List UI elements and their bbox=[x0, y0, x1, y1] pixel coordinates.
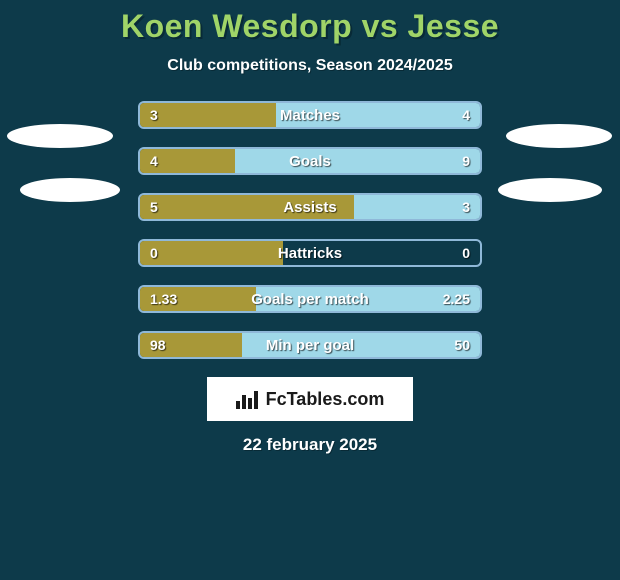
stats-bars: 34Matches49Goals53Assists00Hattricks1.33… bbox=[138, 101, 482, 359]
value-right: 0 bbox=[462, 241, 470, 265]
bar-left bbox=[140, 241, 283, 265]
decorative-ellipse bbox=[20, 178, 120, 202]
stat-row: 00Hattricks bbox=[138, 239, 482, 267]
bar-left bbox=[140, 195, 354, 219]
value-left: 3 bbox=[150, 103, 158, 127]
value-right: 2.25 bbox=[443, 287, 470, 311]
value-left: 98 bbox=[150, 333, 166, 357]
subtitle: Club competitions, Season 2024/2025 bbox=[0, 57, 620, 75]
bar-left bbox=[140, 103, 276, 127]
decorative-ellipse bbox=[498, 178, 602, 202]
stat-row: 1.332.25Goals per match bbox=[138, 285, 482, 313]
value-right: 9 bbox=[462, 149, 470, 173]
value-left: 5 bbox=[150, 195, 158, 219]
bar-right bbox=[242, 333, 480, 357]
stat-row: 49Goals bbox=[138, 147, 482, 175]
decorative-ellipse bbox=[506, 124, 612, 148]
comparison-infographic: Koen Wesdorp vs Jesse Club competitions,… bbox=[0, 0, 620, 455]
bar-right bbox=[235, 149, 480, 173]
logo-text: FcTables.com bbox=[266, 389, 385, 410]
value-right: 50 bbox=[454, 333, 470, 357]
decorative-ellipse bbox=[7, 124, 113, 148]
value-left: 1.33 bbox=[150, 287, 177, 311]
value-right: 4 bbox=[462, 103, 470, 127]
bar-right bbox=[276, 103, 480, 127]
stat-row: 9850Min per goal bbox=[138, 331, 482, 359]
stat-row: 34Matches bbox=[138, 101, 482, 129]
footer-date: 22 february 2025 bbox=[0, 435, 620, 455]
value-left: 4 bbox=[150, 149, 158, 173]
site-logo-badge: FcTables.com bbox=[207, 377, 413, 421]
page-title: Koen Wesdorp vs Jesse bbox=[0, 8, 620, 45]
value-right: 3 bbox=[462, 195, 470, 219]
stat-row: 53Assists bbox=[138, 193, 482, 221]
value-left: 0 bbox=[150, 241, 158, 265]
bar-chart-icon bbox=[236, 389, 260, 409]
